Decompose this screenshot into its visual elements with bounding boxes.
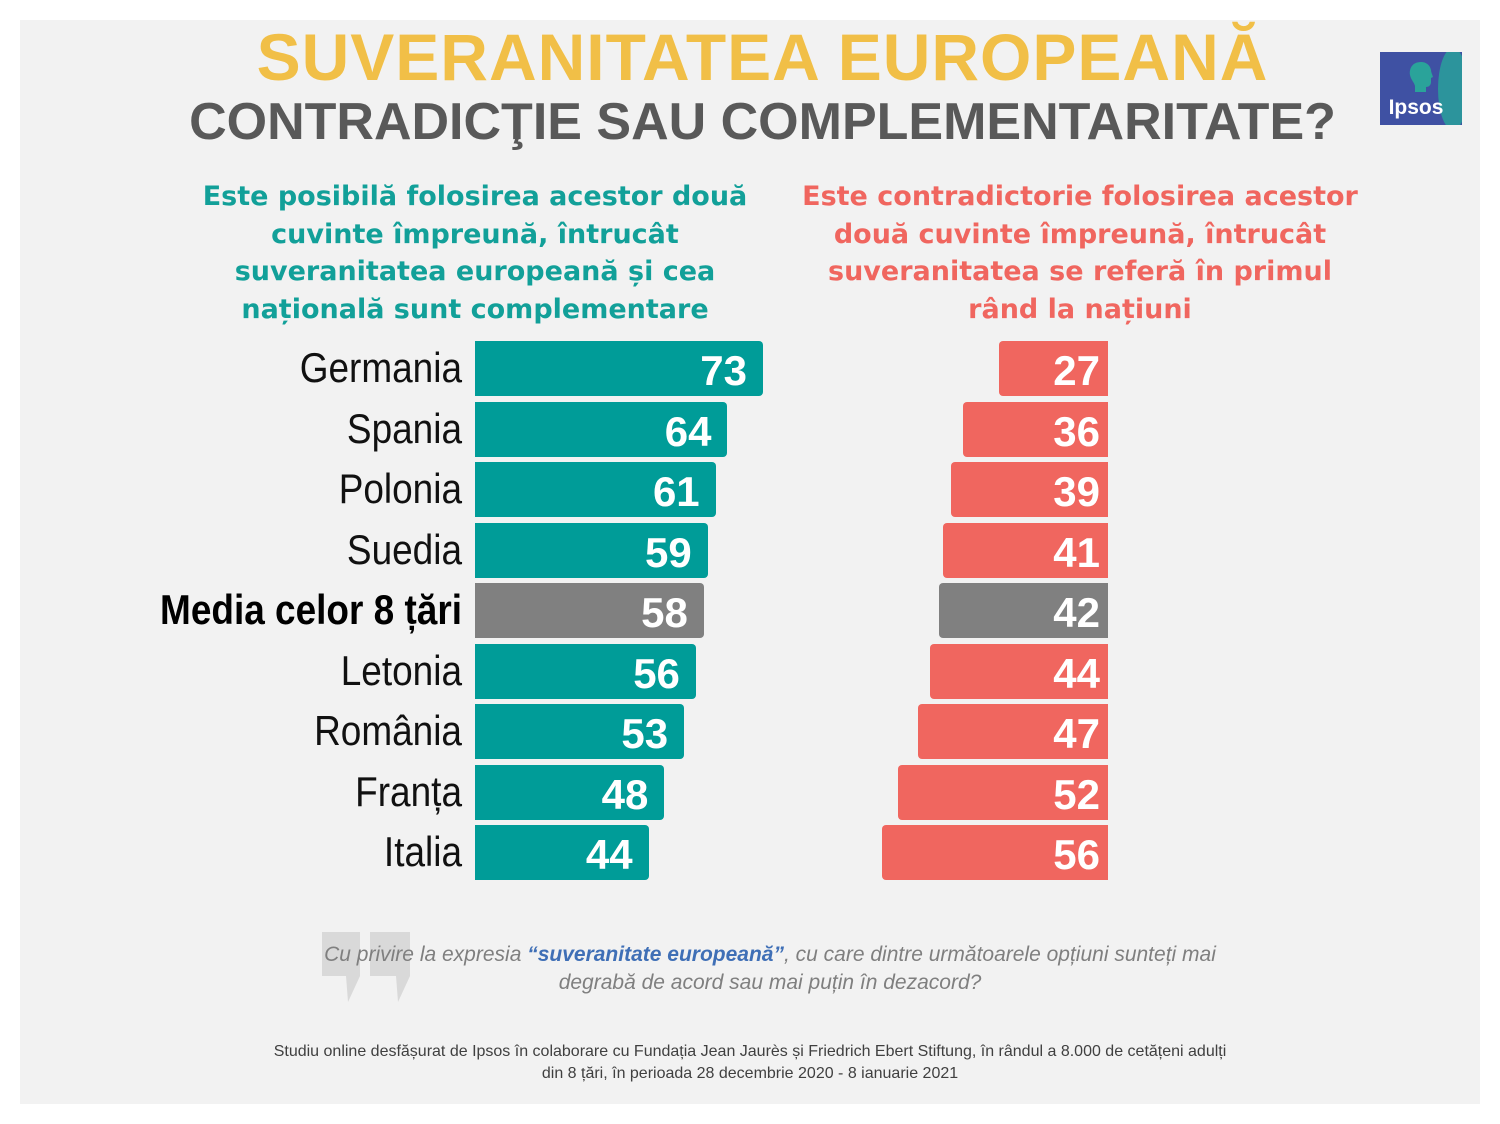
value-complementary-franta: 48 <box>601 770 649 818</box>
left-column-heading: Este posibilă folosirea acestor două cuv… <box>202 181 748 325</box>
head-silhouette-icon <box>1409 62 1433 92</box>
right-column-heading: Este contradictorie folosirea acestor do… <box>802 181 1358 325</box>
bar-complementary-letonia <box>475 643 696 699</box>
footer-note: Studiu online desfășurat de Ipsos în col… <box>150 1041 1350 1085</box>
category-label-suedia: Suedia <box>346 525 462 573</box>
value-complementary-suedia: 59 <box>645 528 692 576</box>
value-contradictory-spania: 36 <box>1053 407 1100 455</box>
question-post: , cu care dintre următoarele opțiuni sun… <box>558 943 1216 994</box>
bar-complementary-media-celor-8-tari <box>475 583 704 638</box>
category-label-italia: Italia <box>383 828 462 875</box>
category-label-polonia: Polonia <box>338 465 462 512</box>
value-contradictory-italia: 56 <box>1053 831 1100 878</box>
value-complementary-spania: 64 <box>664 407 712 455</box>
value-complementary-media-celor-8-tari: 58 <box>641 589 688 636</box>
category-label-romania: România <box>314 707 462 754</box>
bar-contradictory-franta <box>898 764 1108 820</box>
footer-line-2: din 8 țări, în perioada 28 decembrie 202… <box>541 1065 959 1082</box>
bar-contradictory-polonia <box>950 462 1108 517</box>
bar-complementary-suedia <box>475 522 708 578</box>
bar-complementary-romania <box>475 704 685 759</box>
value-complementary-polonia: 61 <box>652 468 700 515</box>
page-title: SUVERANITATEA EUROPEANĂ <box>256 20 1269 94</box>
question-highlight: “suveranitate europeană” <box>527 943 784 966</box>
value-contradictory-franta: 52 <box>1053 770 1100 818</box>
bar-contradictory-italia <box>882 825 1108 880</box>
survey-question: Cu privire la expresia “suveranitate eur… <box>290 941 1250 997</box>
category-label-franta: Franța <box>355 767 462 815</box>
bar-complementary-italia <box>475 825 649 880</box>
value-contradictory-letonia: 44 <box>1053 649 1100 697</box>
category-label-germania: Germania <box>299 344 462 391</box>
page-subtitle: CONTRADICŢIE SAU COMPLEMENTARITATE? <box>189 93 1336 151</box>
quote-icon <box>322 932 410 1002</box>
value-contradictory-romania: 47 <box>1053 710 1100 757</box>
bar-contradictory-suedia <box>942 522 1108 578</box>
value-contradictory-polonia: 39 <box>1053 468 1100 515</box>
value-contradictory-media-celor-8-tari: 42 <box>1053 589 1100 636</box>
logo-text: Ipsos <box>1388 96 1444 119</box>
bar-contradictory-romania <box>918 704 1108 759</box>
category-label-spania: Spania <box>346 404 462 452</box>
bar-contradictory-germania <box>999 341 1108 396</box>
bar-complementary-polonia <box>475 462 716 517</box>
bar-contradictory-spania <box>962 401 1108 457</box>
question-pre: Cu privire la expresia <box>324 943 528 966</box>
bar-complementary-germania <box>475 341 763 396</box>
value-complementary-romania: 53 <box>621 710 669 757</box>
category-label-media-celor-8-tari: Media celor 8 țări <box>160 586 462 633</box>
value-contradictory-suedia: 41 <box>1053 528 1100 576</box>
logo-curve-icon <box>1438 52 1462 125</box>
value-complementary-germania: 73 <box>700 347 747 394</box>
value-complementary-letonia: 56 <box>633 649 680 697</box>
bar-complementary-franta <box>475 764 665 820</box>
ipsos-logo: Ipsos <box>1380 52 1462 125</box>
bar-contradictory-media-celor-8-tari <box>938 583 1108 638</box>
footer-line-1: Studiu online desfășurat de Ipsos în col… <box>273 1043 1227 1060</box>
background-panel <box>20 20 1480 1104</box>
bar-complementary-spania <box>475 401 728 457</box>
value-complementary-italia: 44 <box>585 831 633 878</box>
category-label-letonia: Letonia <box>340 646 462 694</box>
value-contradictory-germania: 27 <box>1053 347 1100 394</box>
bar-contradictory-letonia <box>930 643 1108 699</box>
